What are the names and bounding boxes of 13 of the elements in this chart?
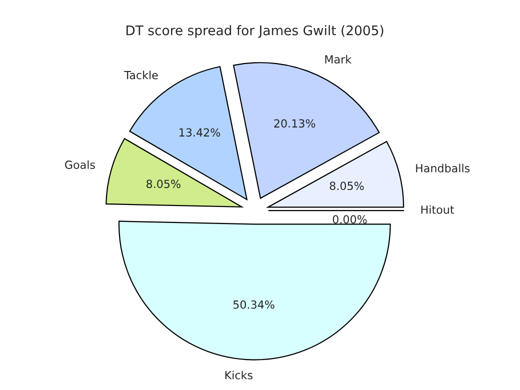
data-label: 13.42% [180, 128, 220, 137]
data-label: 20.13% [274, 119, 316, 128]
text: 0.00% [332, 215, 367, 224]
data-label: 50.34% [233, 300, 274, 309]
data-label: 8.05% [330, 182, 364, 190]
data-label: 8.05% [146, 180, 180, 188]
slice-label: Goals [65, 160, 95, 169]
chart-title: DT score spread for James Gwilt (2005) [126, 25, 384, 38]
slice-label: Handballs [416, 164, 470, 172]
category-label: Hitout [421, 205, 454, 214]
slice-label: Tackle [124, 70, 158, 80]
slice-label: Mark [325, 54, 352, 64]
slice-label: Kicks [225, 370, 252, 380]
